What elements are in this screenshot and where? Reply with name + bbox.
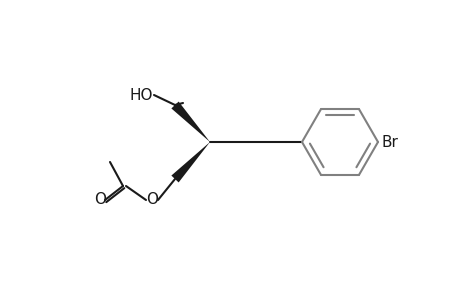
Text: Br: Br xyxy=(381,134,398,149)
Polygon shape xyxy=(171,142,210,182)
Polygon shape xyxy=(171,102,210,142)
Text: HO: HO xyxy=(129,88,153,103)
Text: O: O xyxy=(94,193,106,208)
Text: O: O xyxy=(146,193,157,208)
